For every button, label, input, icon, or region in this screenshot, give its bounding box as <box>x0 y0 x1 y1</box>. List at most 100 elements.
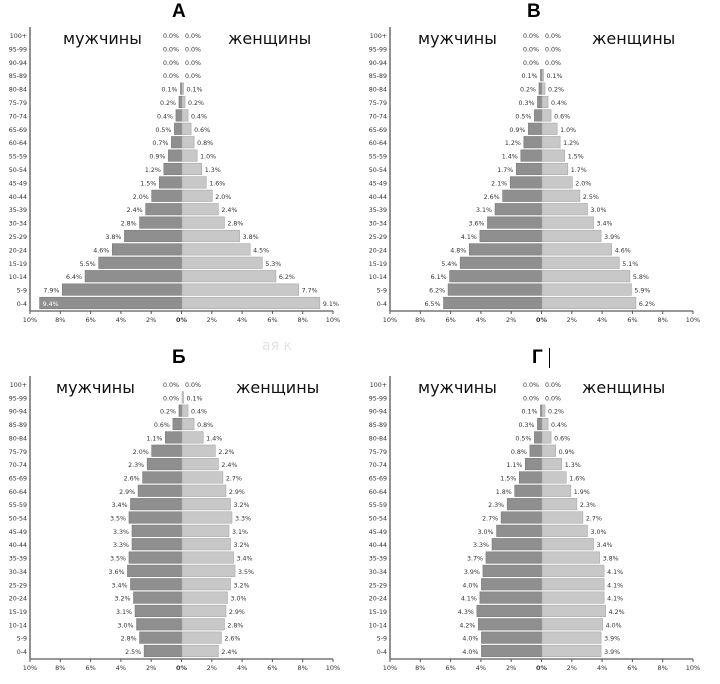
male-value-label: 6.2% <box>429 288 445 295</box>
male-value-label: 3.3% <box>113 542 129 549</box>
x-tick-label: 2% <box>506 316 516 324</box>
male-value-label: 4.3% <box>458 609 474 616</box>
male-bar <box>482 564 543 577</box>
male-value-label: 4.1% <box>461 234 477 241</box>
age-group-label: 55-59 <box>9 502 27 509</box>
male-bar <box>143 644 183 658</box>
male-bar <box>534 109 543 122</box>
x-tick-label: 4% <box>237 664 247 672</box>
x-tick-label: 6% <box>627 316 637 324</box>
age-group-label: 15-19 <box>9 261 27 268</box>
male-bar <box>509 176 543 189</box>
female-bar <box>541 296 637 310</box>
female-value-label: 0.0% <box>185 33 201 40</box>
female-bar <box>541 644 602 658</box>
female-value-label: 3.1% <box>232 529 248 536</box>
male-value-label: 0.6% <box>154 422 170 429</box>
age-group-label: 25-29 <box>9 582 27 589</box>
age-group-label: 85-89 <box>9 422 27 429</box>
male-bar <box>447 283 543 296</box>
male-value-label: 0.2% <box>520 87 536 94</box>
male-bar <box>163 162 183 176</box>
male-value-label: 4.0% <box>462 649 478 656</box>
female-value-label: 3.8% <box>243 234 259 241</box>
male-value-label: 3.6% <box>108 569 124 576</box>
female-value-label: 3.4% <box>597 542 613 549</box>
male-value-label: 4.2% <box>459 622 475 629</box>
x-tick-label: 2% <box>567 316 577 324</box>
x-tick-label: 8% <box>55 316 65 324</box>
female-bar <box>541 149 566 162</box>
male-value-label: 2.5% <box>125 649 141 656</box>
age-group-label: 55-59 <box>369 154 387 161</box>
age-group-label: 90-94 <box>369 409 387 416</box>
male-bar <box>478 618 543 631</box>
male-value-label: 0.0% <box>163 46 179 53</box>
female-bar <box>181 176 207 189</box>
male-value-label: 0.0% <box>163 382 179 389</box>
female-value-label: 0.1% <box>187 87 203 94</box>
age-group-label: 65-69 <box>369 475 387 482</box>
x-tick-label: 6% <box>445 664 455 672</box>
female-value-label: 2.5% <box>583 194 599 201</box>
age-group-label: 0-4 <box>377 301 387 308</box>
female-bar <box>541 256 620 269</box>
age-group-label: 55-59 <box>369 502 387 509</box>
female-label: женщины <box>592 29 676 48</box>
male-bar <box>502 189 543 202</box>
age-group-label: 70-74 <box>369 113 387 120</box>
age-group-label: 5-9 <box>377 636 387 643</box>
x-tick-label: 2% <box>146 664 156 672</box>
male-bar <box>168 149 183 162</box>
male-value-label: 2.3% <box>128 462 144 469</box>
x-tick-label: 4% <box>116 664 126 672</box>
age-group-label: 10-14 <box>9 622 27 629</box>
male-value-label: 0.1% <box>521 409 537 416</box>
female-bar <box>181 564 236 577</box>
x-tick-label: 10% <box>383 664 397 672</box>
age-group-label: 75-79 <box>369 449 387 456</box>
age-group-label: 20-24 <box>9 247 27 254</box>
age-group-label: 35-39 <box>369 207 387 214</box>
male-bar <box>518 471 543 484</box>
male-bar <box>62 283 183 296</box>
female-value-label: 2.9% <box>229 609 245 616</box>
age-group-label: 100+ <box>10 382 27 389</box>
female-value-label: 1.6% <box>209 180 225 187</box>
male-value-label: 2.1% <box>491 180 507 187</box>
female-bar <box>541 176 573 189</box>
female-value-label: 0.4% <box>191 113 207 120</box>
chart-title: Г <box>532 347 543 368</box>
male-value-label: 0.0% <box>523 33 539 40</box>
female-value-label: 1.4% <box>206 435 222 442</box>
age-group-label: 75-79 <box>9 449 27 456</box>
female-bar <box>181 136 195 149</box>
male-bar <box>139 631 183 644</box>
female-value-label: 4.6% <box>615 247 631 254</box>
female-value-label: 0.0% <box>545 46 561 53</box>
age-group-label: 90-94 <box>369 60 387 67</box>
female-value-label: 0.4% <box>551 422 567 429</box>
male-value-label: 2.3% <box>488 502 504 509</box>
male-value-label: 1.4% <box>502 154 518 161</box>
male-value-label: 3.0% <box>478 529 494 536</box>
age-group-label: 85-89 <box>369 422 387 429</box>
age-group-label: 30-34 <box>369 569 387 576</box>
male-bar <box>139 216 183 229</box>
age-group-label: 40-44 <box>369 542 387 549</box>
female-value-label: 4.1% <box>607 596 623 603</box>
female-value-label: 0.9% <box>559 449 575 456</box>
male-value-label: 0.9% <box>509 127 525 134</box>
male-bar <box>476 604 543 618</box>
male-bar <box>175 109 183 122</box>
male-value-label: 3.3% <box>473 542 489 549</box>
female-bar <box>181 95 186 109</box>
male-value-label: 3.2% <box>115 596 131 603</box>
age-group-label: 95-99 <box>369 395 387 402</box>
male-value-label: 4.8% <box>450 247 466 254</box>
age-group-label: 30-34 <box>9 569 27 576</box>
male-value-label: 0.5% <box>515 113 531 120</box>
female-value-label: 4.1% <box>607 569 623 576</box>
male-value-label: 0.0% <box>523 46 539 53</box>
x-tick-label: 10% <box>23 316 37 324</box>
